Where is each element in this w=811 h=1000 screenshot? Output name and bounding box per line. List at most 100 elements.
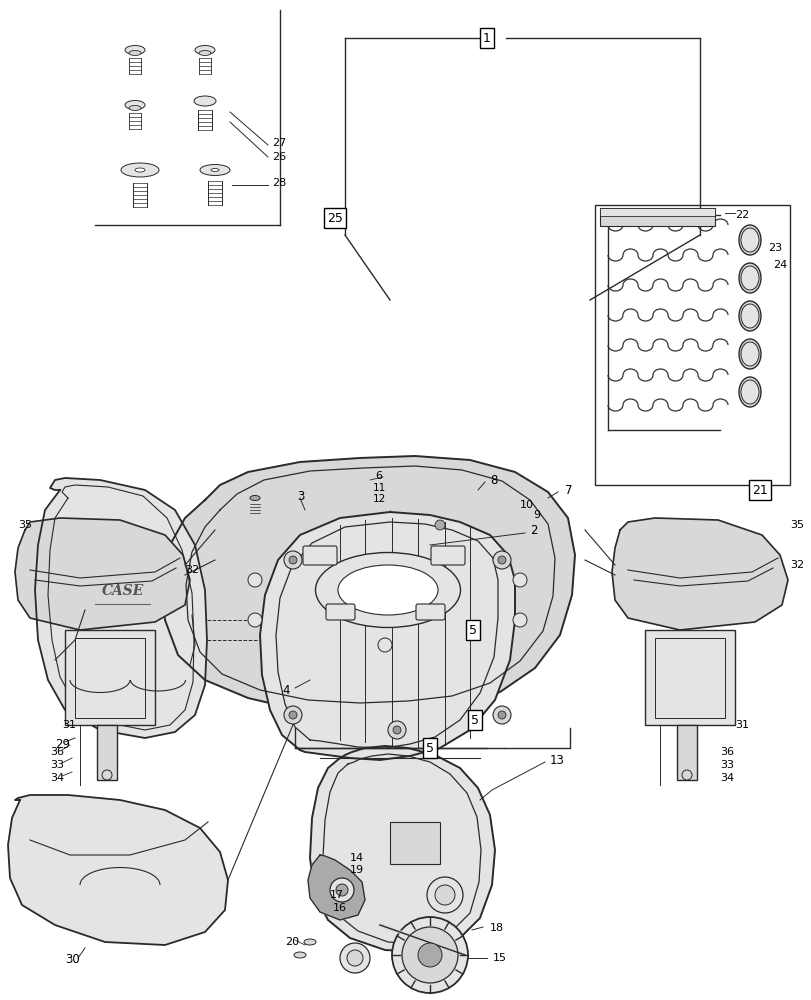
Bar [65,630,155,725]
Circle shape [336,884,348,896]
Ellipse shape [199,51,211,56]
Polygon shape [310,746,495,952]
Circle shape [247,613,262,627]
Text: 33: 33 [50,760,64,770]
Polygon shape [162,456,574,714]
Ellipse shape [195,46,215,55]
Ellipse shape [125,46,145,55]
Ellipse shape [303,939,315,945]
FancyBboxPatch shape [325,604,354,620]
Text: 10: 10 [519,500,534,510]
Text: 7: 7 [564,484,572,496]
Circle shape [492,706,510,724]
Ellipse shape [740,304,758,328]
Circle shape [401,927,457,983]
Text: 1: 1 [483,32,491,45]
Bar [599,208,714,226]
Text: 31: 31 [62,720,76,730]
Circle shape [340,943,370,973]
Circle shape [102,770,112,780]
Circle shape [329,878,354,902]
Circle shape [497,711,505,719]
Circle shape [435,885,454,905]
Ellipse shape [200,164,230,176]
Ellipse shape [740,266,758,290]
Ellipse shape [125,101,145,110]
Circle shape [513,613,526,627]
Circle shape [388,721,406,739]
Bar [644,630,734,725]
Text: 29: 29 [55,738,70,752]
Text: 9: 9 [532,510,539,520]
Text: 25: 25 [327,212,342,225]
FancyBboxPatch shape [303,546,337,565]
Ellipse shape [738,263,760,293]
Circle shape [284,551,302,569]
Circle shape [435,520,444,530]
Circle shape [427,877,462,913]
Text: 24: 24 [772,260,787,270]
Circle shape [247,573,262,587]
Ellipse shape [740,342,758,366]
Text: 32: 32 [185,565,199,575]
Ellipse shape [194,96,216,106]
Polygon shape [611,518,787,630]
Text: 20: 20 [285,937,298,947]
Text: 30: 30 [65,953,79,966]
Text: 22: 22 [734,210,749,220]
Text: 16: 16 [333,903,346,913]
Circle shape [492,551,510,569]
Bar [75,638,145,718]
Text: 15: 15 [492,953,506,963]
Text: 6: 6 [375,471,381,481]
Text: 28: 28 [272,178,286,188]
Text: 4: 4 [281,684,290,696]
Text: 12: 12 [372,494,386,504]
Text: 14: 14 [350,853,363,863]
Ellipse shape [294,952,306,958]
Bar [389,822,440,864]
Text: 5: 5 [469,624,476,637]
Text: 21: 21 [751,484,767,496]
Ellipse shape [129,51,141,56]
Circle shape [284,706,302,724]
Text: 33: 33 [719,760,733,770]
FancyBboxPatch shape [415,604,444,620]
Ellipse shape [121,163,159,177]
Circle shape [346,950,363,966]
Text: 26: 26 [272,152,285,162]
Ellipse shape [337,565,437,615]
Circle shape [513,573,526,587]
Text: 34: 34 [719,773,733,783]
Text: 36: 36 [50,747,64,757]
Text: 23: 23 [767,243,781,253]
Circle shape [289,556,297,564]
Text: 11: 11 [372,483,386,493]
Bar [599,208,714,216]
Ellipse shape [740,228,758,252]
Ellipse shape [135,168,145,172]
Text: 35: 35 [18,520,32,530]
Text: 19: 19 [350,865,363,875]
Polygon shape [35,478,207,738]
Text: 18: 18 [489,923,504,933]
Bar [594,205,789,485]
Ellipse shape [738,225,760,255]
Text: 3: 3 [297,489,304,502]
FancyBboxPatch shape [431,546,465,565]
Bar [97,725,117,780]
Ellipse shape [211,169,219,172]
Circle shape [418,943,441,967]
Polygon shape [8,795,228,945]
Text: 13: 13 [549,754,564,766]
Circle shape [393,726,401,734]
Circle shape [392,917,467,993]
Ellipse shape [738,377,760,407]
Ellipse shape [250,495,260,500]
Text: 2: 2 [530,524,537,536]
Circle shape [681,770,691,780]
Text: 5: 5 [426,742,433,754]
Text: 5: 5 [470,714,478,726]
Text: 31: 31 [734,720,748,730]
Bar [654,638,724,718]
